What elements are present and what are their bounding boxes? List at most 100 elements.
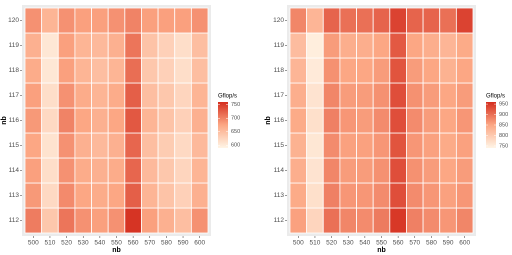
heat-tile — [455, 107, 474, 134]
heat-tile — [306, 132, 324, 159]
heat-tile — [124, 157, 142, 184]
heat-tile — [372, 182, 391, 209]
heat-tile — [141, 157, 159, 184]
heat-tile — [356, 182, 374, 209]
heat-tile — [306, 207, 324, 234]
heat-tile — [406, 132, 424, 159]
heat-tile — [157, 132, 176, 159]
heat-tile — [141, 207, 159, 234]
y-tick-label: 114 — [274, 167, 285, 174]
heat-tile — [406, 57, 424, 84]
heat-tile — [455, 7, 474, 34]
heat-tile — [190, 107, 209, 134]
heat-tile — [389, 182, 407, 209]
heat-tile — [389, 107, 407, 134]
heat-tile — [41, 57, 59, 84]
heat-tile — [389, 7, 407, 34]
heat-tile — [389, 132, 407, 159]
legend-tick-label: 750 — [499, 143, 508, 149]
heat-tile — [339, 32, 357, 59]
heat-tile — [439, 207, 457, 234]
heat-tile — [439, 32, 457, 59]
heat-tile — [389, 32, 407, 59]
heat-tile — [356, 207, 374, 234]
heat-tile — [356, 57, 374, 84]
heat-tile — [74, 207, 92, 234]
heat-tile — [339, 157, 357, 184]
x-tick-label: 540 — [94, 240, 105, 247]
heat-tile — [356, 157, 374, 184]
heat-tile — [57, 182, 76, 209]
heat-tile — [422, 57, 441, 84]
heat-tile — [372, 57, 391, 84]
heat-tile — [406, 157, 424, 184]
heat-tile — [422, 82, 441, 109]
heat-tile — [107, 82, 126, 109]
heat-tile — [372, 32, 391, 59]
heat-tile — [322, 157, 341, 184]
heat-tile — [439, 132, 457, 159]
heat-tile — [157, 7, 176, 34]
heat-tile — [141, 7, 159, 34]
heat-tile — [107, 182, 126, 209]
heat-tile — [422, 182, 441, 209]
heat-tile — [57, 82, 76, 109]
x-tick-label: 500 — [28, 240, 39, 247]
heat-tile — [174, 182, 192, 209]
heat-tile — [356, 82, 374, 109]
heat-tile — [141, 82, 159, 109]
heat-tile — [41, 82, 59, 109]
legend-tick-label: 800 — [499, 133, 508, 139]
heat-tile — [190, 157, 209, 184]
heat-tile — [306, 182, 324, 209]
heat-tile — [124, 182, 142, 209]
heat-tile — [174, 7, 192, 34]
heat-tile — [157, 32, 176, 59]
heat-tile — [41, 7, 59, 34]
heat-tile — [406, 107, 424, 134]
heat-tile — [24, 82, 43, 109]
x-tick-label: 520 — [326, 240, 337, 247]
heat-tile — [455, 207, 474, 234]
heat-tile — [107, 107, 126, 134]
heat-tile — [124, 82, 142, 109]
y-tick-label: 115 — [9, 142, 20, 149]
heat-tile — [91, 132, 109, 159]
heat-tile — [190, 132, 209, 159]
heat-tile — [406, 32, 424, 59]
heat-tile — [455, 82, 474, 109]
legend-tick-label: 600 — [231, 143, 240, 149]
heat-tile — [141, 32, 159, 59]
heat-tile — [439, 82, 457, 109]
heat-tile — [389, 157, 407, 184]
heat-tile — [339, 182, 357, 209]
legend-title: Gflop/s — [218, 94, 237, 100]
heat-tile — [372, 107, 391, 134]
legend-tick-label: 900 — [499, 112, 508, 118]
heat-tile — [74, 157, 92, 184]
heat-tile — [322, 182, 341, 209]
heat-tile — [107, 157, 126, 184]
heat-tile — [455, 182, 474, 209]
heat-tile — [289, 32, 308, 59]
heat-tile — [91, 82, 109, 109]
heat-tile — [157, 57, 176, 84]
heat-tile — [356, 7, 374, 34]
heat-tile — [24, 157, 43, 184]
heat-tile — [141, 182, 159, 209]
heat-tile — [289, 132, 308, 159]
heat-tile — [57, 157, 76, 184]
legend-tick-label: 850 — [499, 122, 508, 128]
y-tick-label: 118 — [9, 67, 20, 74]
heat-tile — [157, 157, 176, 184]
heat-tile — [174, 157, 192, 184]
y-tick-label: 115 — [274, 142, 285, 149]
heat-tile — [157, 82, 176, 109]
heat-tile — [57, 32, 76, 59]
x-tick-label: 580 — [426, 240, 437, 247]
x-tick-label: 500 — [293, 240, 304, 247]
heat-tile — [107, 7, 126, 34]
y-axis-title: nb — [265, 116, 272, 125]
y-tick-label: 118 — [274, 67, 285, 74]
x-tick-label: 520 — [61, 240, 72, 247]
